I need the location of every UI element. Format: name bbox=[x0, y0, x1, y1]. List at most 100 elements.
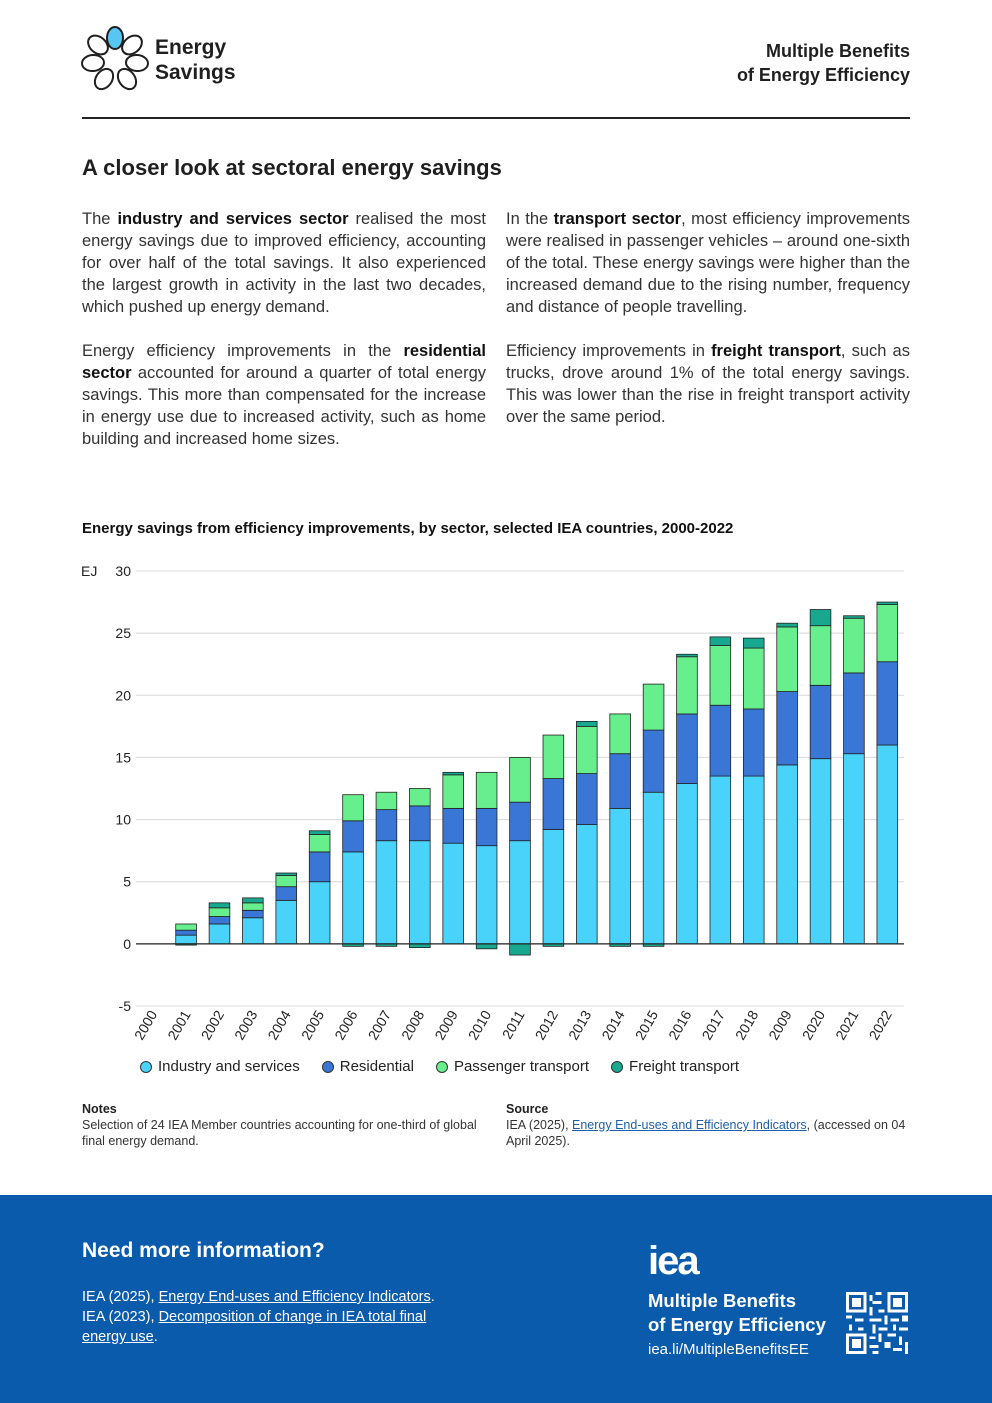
bar-segment bbox=[676, 713, 698, 784]
y-axis-unit: EJ bbox=[81, 563, 97, 579]
reference-1: IEA (2025), Energy End-uses and Efficien… bbox=[82, 1287, 472, 1307]
x-tick-label: 2017 bbox=[699, 1007, 729, 1042]
bar-segment bbox=[409, 788, 431, 807]
paragraph-transport: In the transport sector, most efficiency… bbox=[506, 208, 910, 318]
y-tick-label: 30 bbox=[115, 563, 131, 579]
x-tick-label: 2022 bbox=[865, 1007, 895, 1042]
x-tick-label: 2016 bbox=[665, 1007, 695, 1042]
y-tick-label: 15 bbox=[115, 749, 131, 765]
left-column: The industry and services sector realise… bbox=[82, 208, 486, 472]
bar-segment bbox=[742, 637, 765, 649]
paragraph-residential: Energy efficiency improvements in the re… bbox=[82, 340, 486, 450]
source-link[interactable]: Energy End-uses and Efficiency Indicator… bbox=[572, 1118, 807, 1132]
text: , such as trucks, drove around 1% of the… bbox=[506, 342, 910, 426]
legend-label: Residential bbox=[339, 1058, 414, 1075]
highlight: residential sector bbox=[82, 342, 486, 382]
legend-dot bbox=[140, 1060, 152, 1073]
bar-segment bbox=[375, 791, 398, 811]
bar-segment bbox=[442, 771, 464, 776]
highlight: freight transport bbox=[711, 342, 841, 360]
doc-title-line-1: Multiple Benefits bbox=[765, 41, 910, 61]
x-tick-label: 2010 bbox=[465, 1007, 495, 1042]
bar-segment bbox=[776, 626, 798, 692]
bar-segment bbox=[509, 943, 531, 956]
document-title: Multiple Benefits of Energy Efficiency bbox=[737, 39, 910, 87]
bar-segment bbox=[242, 909, 264, 919]
text: IEA (2025), bbox=[506, 1118, 573, 1132]
energy-savings-logo-icon bbox=[81, 26, 149, 91]
x-tick-label: 2005 bbox=[298, 1007, 328, 1042]
bar-segment bbox=[676, 656, 698, 715]
x-tick-label: 2011 bbox=[499, 1007, 528, 1041]
bar-segment bbox=[843, 617, 865, 674]
text: , (accessed on 04 April 2025). bbox=[506, 1118, 906, 1148]
x-tick-label: 2015 bbox=[632, 1007, 662, 1042]
x-tick-label: 2001 bbox=[164, 1007, 194, 1042]
reference-link[interactable]: Decomposition of change in IEA total fin… bbox=[82, 1309, 427, 1345]
x-tick-label: 2007 bbox=[365, 1007, 395, 1042]
bar-segment bbox=[275, 872, 298, 876]
bar-segment bbox=[175, 934, 197, 945]
bar-segment bbox=[442, 807, 464, 844]
x-tick-label: 2018 bbox=[732, 1007, 762, 1042]
bar-segment bbox=[742, 708, 765, 777]
bar-segment bbox=[475, 807, 498, 847]
text: Efficiency improvements in bbox=[506, 342, 712, 360]
bar-segment bbox=[542, 778, 565, 830]
bar-segment bbox=[776, 622, 798, 628]
x-tick-label: 2002 bbox=[198, 1007, 228, 1042]
bar-segment bbox=[475, 943, 498, 950]
legend-label: Industry and services bbox=[158, 1058, 300, 1075]
bar-segment bbox=[776, 691, 798, 766]
bar-segment bbox=[742, 775, 765, 945]
bar-segment bbox=[442, 774, 464, 809]
x-tick-label: 2012 bbox=[532, 1007, 562, 1042]
bar-segment bbox=[308, 834, 331, 853]
bar-segment bbox=[776, 764, 798, 945]
bar-segment bbox=[442, 842, 464, 945]
x-tick-label: 2009 bbox=[765, 1007, 795, 1042]
bar-segment bbox=[876, 661, 899, 746]
footer-heading: Need more information? bbox=[82, 1239, 325, 1262]
bar-segment bbox=[275, 886, 298, 901]
iea-title: Multiple Benefits of Energy Efficiency bbox=[648, 1289, 826, 1337]
bar-segment bbox=[809, 625, 832, 686]
notes-text: Selection of 24 IEA Member countries acc… bbox=[82, 1118, 477, 1148]
bar-segment bbox=[242, 902, 264, 911]
reference-2: IEA (2023), Decomposition of change in I… bbox=[82, 1307, 472, 1347]
legend-item: Residential bbox=[321, 1058, 414, 1075]
bar-segment bbox=[843, 672, 865, 755]
bar-segment bbox=[709, 645, 732, 706]
bar-segment bbox=[409, 840, 431, 945]
reference-link[interactable]: Energy End-uses and Efficiency Indicator… bbox=[158, 1289, 431, 1305]
text: IEA (2025), bbox=[82, 1289, 159, 1305]
text: , most efficiency improvements were real… bbox=[506, 210, 910, 316]
legend-dot bbox=[321, 1060, 334, 1073]
text: Energy efficiency improvements in the bbox=[82, 342, 404, 360]
paragraph-freight: Efficiency improvements in freight trans… bbox=[506, 340, 910, 428]
bar-segment bbox=[642, 791, 665, 945]
bar-segment bbox=[409, 805, 431, 842]
x-tick-label: 2000 bbox=[131, 1007, 161, 1042]
bar-segment bbox=[843, 615, 865, 619]
source: Source IEA (2025), Energy End-uses and E… bbox=[506, 1101, 910, 1149]
x-tick-label: 2020 bbox=[799, 1007, 829, 1042]
brand-line-2: Savings bbox=[155, 61, 236, 84]
bar-segment bbox=[576, 773, 598, 825]
iea-url[interactable]: iea.li/MultipleBenefitsEE bbox=[648, 1341, 809, 1358]
bar-segment bbox=[242, 917, 264, 945]
bar-segment bbox=[175, 929, 197, 936]
text: IEA (2023), bbox=[82, 1309, 159, 1325]
footer-banner: Need more information? IEA (2025), Energ… bbox=[0, 1195, 992, 1403]
text: In the bbox=[506, 210, 554, 228]
bar-segment bbox=[676, 653, 698, 658]
bar-segment bbox=[709, 775, 732, 945]
bar-segment bbox=[609, 713, 631, 755]
highlight: industry and services sector bbox=[117, 210, 349, 228]
legend-item: Passenger transport bbox=[435, 1058, 589, 1075]
bar-segment bbox=[308, 830, 331, 835]
qr-code-icon[interactable] bbox=[846, 1292, 908, 1354]
text: . bbox=[153, 1329, 158, 1345]
section-title: A closer look at sectoral energy savings bbox=[82, 155, 502, 180]
x-tick-label: 2013 bbox=[565, 1007, 595, 1042]
